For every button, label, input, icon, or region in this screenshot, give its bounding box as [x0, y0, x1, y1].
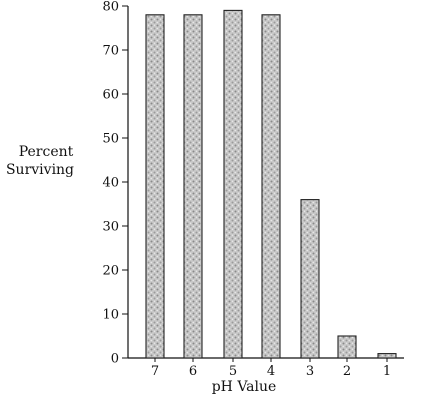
y-tick-label: 20 — [102, 264, 119, 279]
y-ticks: 0 10 20 30 40 50 60 70 80 — [102, 0, 128, 367]
bar-ph-6 — [183, 14, 203, 359]
y-tick-label: 30 — [102, 220, 119, 235]
y-tick-label: 70 — [102, 44, 119, 59]
x-tick-label: 1 — [383, 364, 391, 379]
y-tick-label: 10 — [102, 308, 119, 323]
bar-ph-5 — [223, 9, 243, 359]
bar-ph-3 — [300, 199, 320, 359]
bars — [145, 9, 397, 359]
y-axis-title-line-1: Percent — [19, 144, 74, 160]
bar-ph-2 — [337, 335, 357, 359]
y-tick-label: 40 — [102, 176, 119, 191]
y-tick-label: 60 — [102, 88, 119, 103]
x-axis-title: pH Value — [212, 379, 277, 395]
x-tick-label: 3 — [306, 364, 314, 379]
y-tick-label: 50 — [102, 132, 119, 147]
x-tick-label: 4 — [267, 364, 275, 379]
bar-ph-4 — [261, 14, 281, 359]
x-tick-label: 2 — [343, 364, 351, 379]
y-axis-title-line-2: Surviving — [6, 162, 74, 178]
x-tick-label: 7 — [151, 364, 159, 379]
x-ticks: 7 6 5 4 3 2 1 — [151, 358, 391, 379]
x-tick-label: 5 — [229, 364, 237, 379]
y-tick-label: 0 — [111, 352, 119, 367]
x-tick-label: 6 — [189, 364, 197, 379]
bar-ph-1 — [377, 353, 397, 359]
y-tick-label: 80 — [102, 0, 119, 15]
bar-ph-7 — [145, 14, 165, 359]
